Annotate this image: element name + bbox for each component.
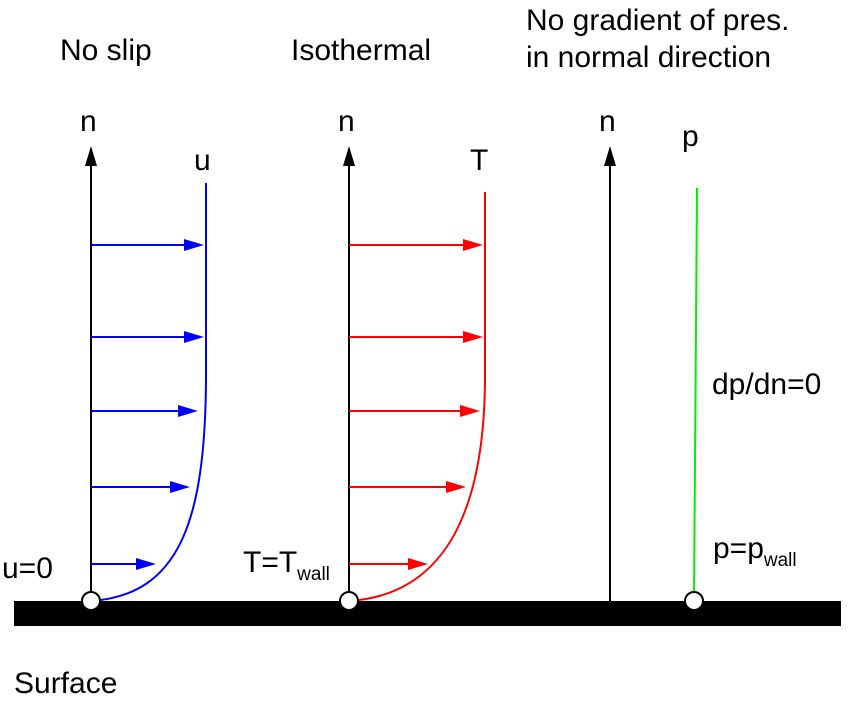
temperature-arrowhead	[408, 558, 428, 570]
velocity-arrowhead	[178, 405, 198, 417]
wall-points	[81, 591, 704, 611]
isothermal-wall-condition-main: T=T	[243, 546, 297, 579]
temperature-arrowhead	[463, 239, 483, 251]
pressure-axis-label: n	[599, 105, 616, 138]
wall-point	[684, 591, 704, 611]
pressure-title-line1: No gradient of pres.	[526, 4, 789, 37]
pressure-panel: No gradient of pres. in normal direction…	[526, 4, 821, 602]
velocity-arrows	[91, 239, 204, 570]
surface-wall	[14, 601, 841, 626]
no-slip-axis-label: n	[80, 105, 97, 138]
velocity-profile-curve	[90, 183, 207, 602]
no-slip-title: No slip	[60, 34, 152, 67]
temperature-profile-label: T	[470, 144, 488, 177]
pressure-title-line2: in normal direction	[526, 41, 771, 74]
pressure-wall-condition: p=pwall	[713, 532, 797, 571]
isothermal-panel: Isothermal n T T=Twall	[243, 34, 488, 602]
pressure-axis-arrowhead	[604, 146, 616, 166]
no-slip-axis-arrowhead	[85, 146, 97, 166]
velocity-arrowhead	[136, 558, 156, 570]
velocity-arrowhead	[184, 239, 204, 251]
no-slip-panel: No slip n u u=0	[2, 34, 211, 602]
velocity-arrowhead	[170, 481, 190, 493]
isothermal-wall-condition-sub: wall	[296, 564, 330, 585]
temperature-arrowhead	[463, 331, 483, 343]
isothermal-title: Isothermal	[291, 34, 431, 67]
temperature-profile-curve	[348, 192, 486, 602]
surface-label: Surface	[14, 667, 117, 700]
pressure-profile-label: p	[682, 120, 699, 153]
isothermal-axis-label: n	[338, 105, 355, 138]
wall-point	[339, 591, 359, 611]
isothermal-axis-arrowhead	[343, 146, 355, 166]
wall-point	[81, 591, 101, 611]
pressure-gradient-condition: dp/dn=0	[712, 368, 821, 401]
temperature-arrowhead	[446, 481, 466, 493]
pressure-wall-condition-sub: wall	[763, 550, 797, 571]
velocity-profile-label: u	[194, 144, 211, 177]
no-slip-wall-condition: u=0	[2, 552, 53, 585]
pressure-profile-line	[693, 187, 698, 602]
temperature-arrowhead	[460, 405, 480, 417]
velocity-arrowhead	[184, 331, 204, 343]
isothermal-wall-condition: T=Twall	[243, 546, 330, 585]
temperature-arrows	[349, 239, 483, 570]
pressure-wall-condition-main: p=p	[713, 532, 764, 565]
